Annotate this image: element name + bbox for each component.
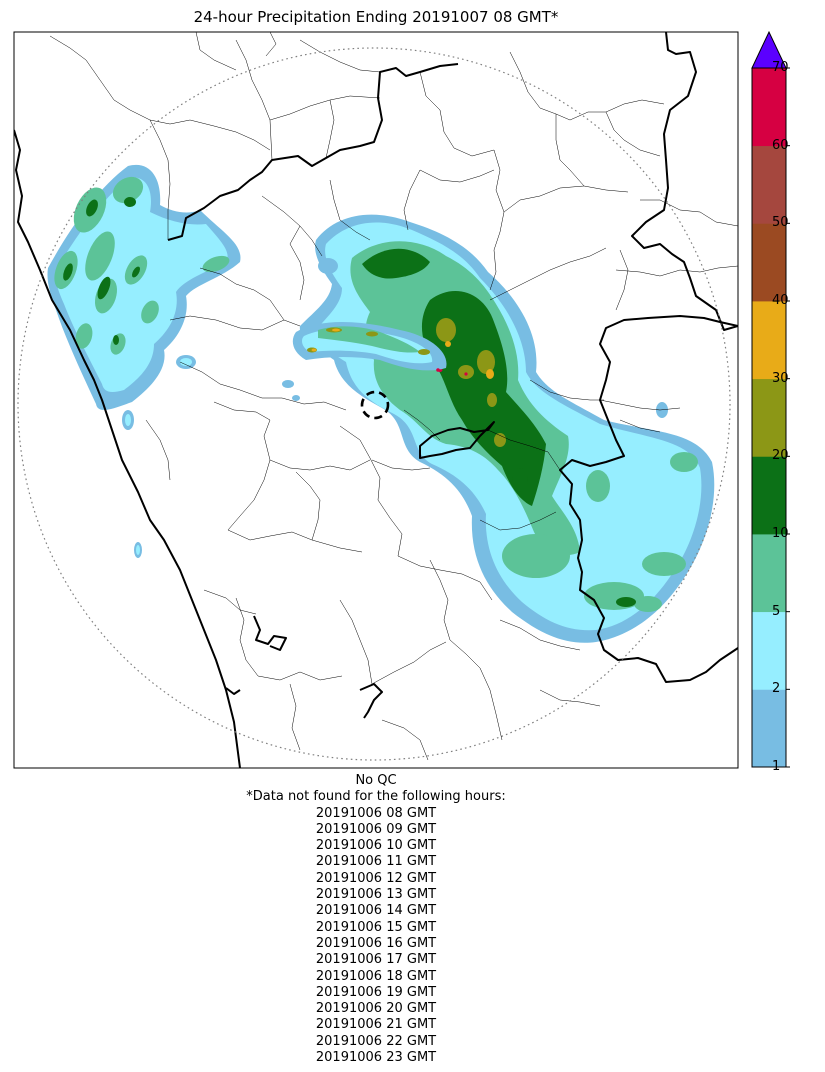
- colorbar-tick-label: 20: [772, 448, 789, 464]
- missing-hour-item: 20191006 08 GMT: [315, 805, 437, 821]
- colorbar-frame: [751, 67, 787, 768]
- missing-hour-item: 20191006 20 GMT: [315, 1001, 437, 1017]
- precip-central-system: [299, 214, 715, 643]
- colorbar-segment: [752, 456, 786, 535]
- colorbar-segment: [752, 68, 786, 147]
- colorbar-tick-label: 30: [772, 370, 789, 386]
- colorbar-segment: [752, 301, 786, 380]
- missing-hour-item: 20191006 16 GMT: [315, 935, 437, 951]
- administrative-boundaries: [49, 32, 738, 761]
- missing-hours-list: 20191006 08 GMT 20191006 09 GMT 20191006 1…: [14, 806, 738, 1067]
- qc-status-text: No QC: [355, 773, 397, 788]
- colorbar-tick-label: 70: [772, 60, 789, 75]
- colorbar-segment: [752, 223, 786, 302]
- map-frame: [13, 31, 739, 769]
- missing-hour-item: 20191006 13 GMT: [315, 887, 437, 903]
- map-title: 24-hour Precipitation Ending 20191007 08…: [193, 8, 559, 26]
- colorbar-tick-label: 5: [772, 603, 781, 619]
- precip-convective-streaks: [282, 322, 468, 401]
- missing-hour-item: 20191006 11 GMT: [315, 854, 437, 870]
- colorbar-tick-label: 10: [772, 526, 789, 541]
- colorbar-tick-label: 2: [772, 681, 781, 697]
- precip-coastal-band: [47, 164, 241, 558]
- colorbar-segment: [752, 145, 786, 224]
- footer-notes: No QC *Data not found for the following …: [14, 773, 738, 1066]
- colorbar: [751, 30, 790, 768]
- international-boundaries: [14, 32, 738, 768]
- missing-data-header: *Data not found for the following hours:: [246, 789, 506, 805]
- missing-hour-item: 20191006 09 GMT: [315, 821, 437, 837]
- missing-hour-item: 20191006 18 GMT: [315, 968, 437, 984]
- missing-hour-item: 20191006 12 GMT: [315, 870, 437, 886]
- missing-hour-item: 20191006 14 GMT: [315, 903, 437, 919]
- colorbar-tick-label: 50: [772, 215, 789, 231]
- radar-site-marker: [360, 390, 390, 420]
- missing-hour-item: 20191006 19 GMT: [315, 984, 437, 1000]
- radar-range-ring: [17, 47, 731, 761]
- colorbar-tick-label: 60: [772, 137, 789, 153]
- colorbar-tick-label: 1: [772, 759, 781, 774]
- colorbar-segment: [752, 534, 786, 613]
- missing-hour-item: 20191006 10 GMT: [315, 838, 437, 854]
- colorbar-segment: [752, 611, 786, 690]
- missing-hour-item: 20191006 23 GMT: [315, 1050, 437, 1066]
- missing-hour-item: 20191006 21 GMT: [315, 1017, 437, 1033]
- missing-hour-item: 20191006 15 GMT: [315, 919, 437, 935]
- map-panel: [14, 32, 738, 768]
- colorbar-segment: [752, 378, 786, 457]
- colorbar-tick-label: 40: [772, 293, 789, 308]
- missing-hour-item: 20191006 17 GMT: [315, 952, 437, 968]
- colorbar-segment: [752, 689, 786, 768]
- missing-hour-item: 20191006 22 GMT: [315, 1033, 437, 1049]
